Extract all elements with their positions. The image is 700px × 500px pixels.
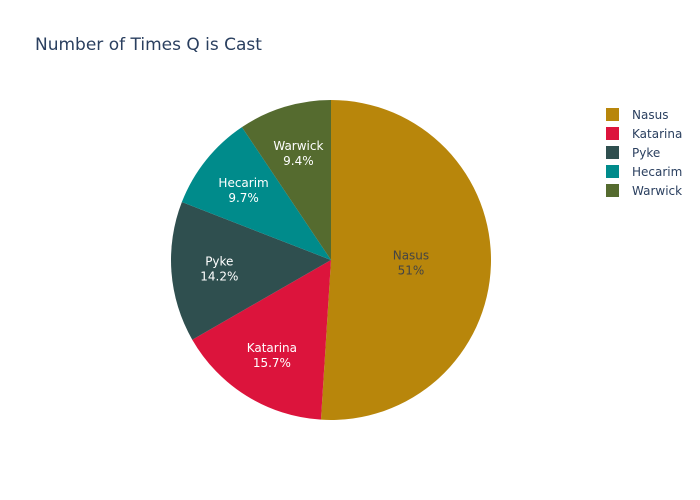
legend-label: Warwick (632, 184, 682, 198)
slice-label-percent: 9.4% (283, 154, 314, 168)
legend-item-nasus[interactable]: Nasus (606, 108, 668, 122)
legend-item-hecarim[interactable]: Hecarim (606, 165, 682, 179)
slice-label-percent: 51% (398, 264, 425, 278)
slice-label-warwick: Warwick 9.4% (273, 139, 323, 168)
legend-item-katarina[interactable]: Katarina (606, 127, 682, 141)
pie-slice-hecarim[interactable] (181, 127, 331, 261)
legend-swatch (606, 165, 619, 178)
pie-slice-nasus[interactable] (320, 100, 492, 420)
legend-swatch (606, 127, 619, 140)
pie-slice-labels: Nasus 51% Katarina 15.7% Pyke 14.2% Hecarim 9.7… (200, 139, 429, 370)
slice-label-name: Hecarim (218, 176, 268, 190)
slice-label-katarina: Katarina 15.7% (247, 341, 297, 370)
legend-label: Hecarim (632, 165, 682, 179)
slice-label-name: Warwick (273, 139, 323, 153)
pie-slices (171, 100, 492, 420)
slice-label-name: Pyke (205, 254, 233, 268)
pie-slice-pyke[interactable] (171, 202, 331, 340)
pie-slice-katarina[interactable] (192, 260, 331, 420)
slice-label-name: Nasus (393, 249, 429, 263)
legend-swatch (606, 184, 619, 197)
slice-label-percent: 14.2% (200, 269, 238, 283)
slice-label-name: Katarina (247, 341, 297, 355)
chart-title: Number of Times Q is Cast (35, 35, 262, 55)
legend-label: Nasus (632, 108, 668, 122)
slice-label-nasus: Nasus 51% (393, 249, 429, 278)
legend-label: Katarina (632, 127, 682, 141)
legend-swatch (606, 146, 619, 159)
legend: Nasus Katarina Pyke Hecarim Warwick (606, 108, 682, 198)
legend-item-pyke[interactable]: Pyke (606, 146, 660, 160)
slice-label-hecarim: Hecarim 9.7% (218, 176, 268, 205)
legend-item-warwick[interactable]: Warwick (606, 184, 682, 198)
legend-swatch (606, 108, 619, 121)
slice-label-pyke: Pyke 14.2% (200, 254, 238, 283)
slice-label-percent: 15.7% (253, 356, 291, 370)
legend-label: Pyke (632, 146, 660, 160)
pie-slice-warwick[interactable] (241, 100, 331, 260)
slice-label-percent: 9.7% (228, 191, 259, 205)
